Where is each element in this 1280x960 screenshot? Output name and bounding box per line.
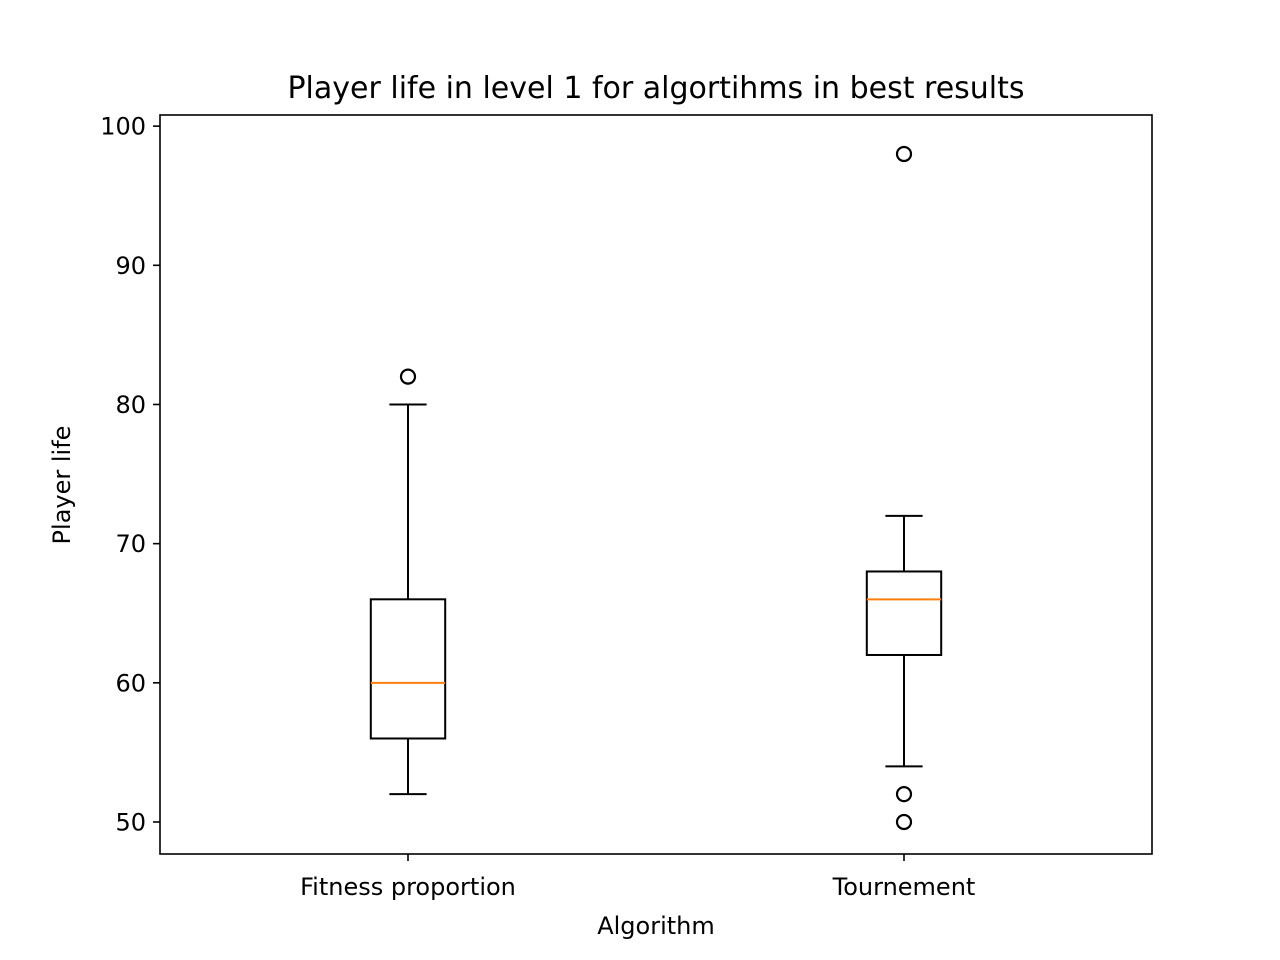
- y-tick-label: 90: [115, 252, 146, 280]
- x-tick-label: Fitness proportion: [300, 873, 516, 901]
- outlier-point: [895, 813, 913, 831]
- plot-area: [159, 114, 1153, 855]
- y-tick-label: 80: [115, 391, 146, 419]
- y-tick-label: 60: [115, 669, 146, 697]
- x-axis: Fitness proportion Tournement: [300, 854, 975, 901]
- iqr-box: [865, 570, 943, 656]
- x-tick-label: Tournement: [832, 873, 976, 901]
- outlier-point: [895, 145, 913, 163]
- chart-title: Player life in level 1 for algortihms in…: [287, 71, 1024, 106]
- outlier-point: [895, 786, 913, 803]
- box-group: [865, 145, 943, 831]
- y-axis: 50 60 70 80 90 100: [100, 113, 160, 836]
- y-tick-label: 70: [115, 530, 146, 558]
- box-group: [369, 368, 447, 796]
- iqr-box: [369, 598, 447, 740]
- y-tick-label: 50: [115, 808, 146, 836]
- outlier-point: [399, 368, 417, 385]
- x-axis-label: Algorithm: [597, 912, 715, 940]
- y-tick-label: 100: [100, 113, 146, 141]
- y-axis-label: Player life: [48, 426, 76, 545]
- box-series: [369, 145, 943, 831]
